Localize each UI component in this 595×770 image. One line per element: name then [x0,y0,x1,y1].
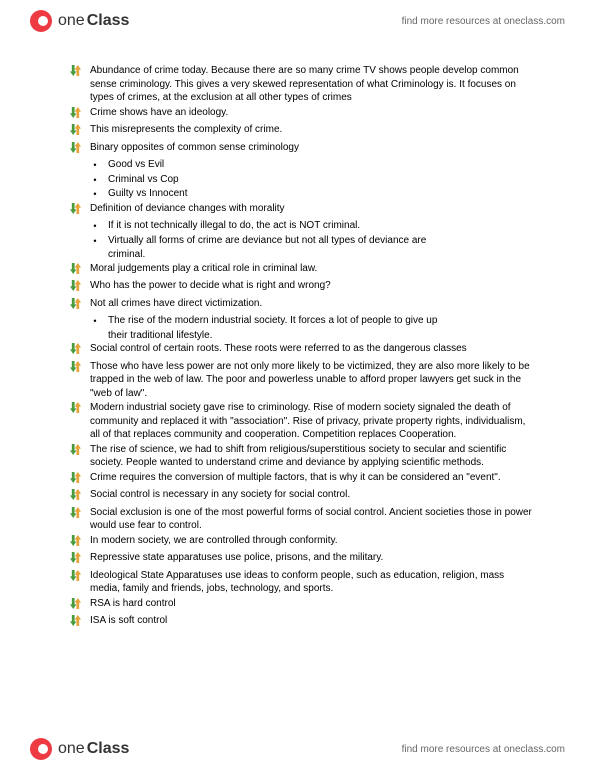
list-item-text: Criminal vs Cop [108,173,535,187]
list-item: • Guilty vs Innocent [70,187,535,201]
list-item: • Good vs Evil [70,158,535,172]
arrow-bullet-icon [70,507,84,523]
list-item-text: Crime requires the conversion of multipl… [90,471,535,485]
arrow-bullet-icon [70,472,84,488]
list-item-continuation: their traditional lifestyle. [108,329,535,343]
logo-text-one: one [58,740,85,758]
list-item: Social control of certain roots. These r… [70,342,535,359]
list-item: Not all crimes have direct victimization… [70,297,535,314]
list-item-text: Ideological State Apparatuses use ideas … [90,569,535,596]
arrow-bullet-icon [70,570,84,586]
list-item: • Virtually all forms of crime are devian… [70,234,535,248]
list-item: Definition of deviance changes with mora… [70,202,535,219]
logo-text-one: one [58,12,85,30]
list-item-text: Social control is necessary in any socie… [90,488,535,502]
list-item: • If it is not technically illegal to do,… [70,219,535,233]
list-item: The rise of science, we had to shift fro… [70,443,535,470]
list-item-text: If it is not technically illegal to do, … [108,219,535,233]
list-item: Modern industrial society gave rise to c… [70,401,535,442]
list-item-text: Those who have less power are not only m… [90,360,535,401]
arrow-bullet-icon [70,142,84,158]
arrow-bullet-icon [70,615,84,631]
list-item-text: Definition of deviance changes with mora… [90,202,535,216]
arrow-bullet-icon [70,489,84,505]
list-item-text: Guilty vs Innocent [108,187,535,201]
list-item-text: Social control of certain roots. These r… [90,342,535,356]
list-item: Social exclusion is one of the most powe… [70,506,535,533]
list-item: Binary opposites of common sense crimino… [70,141,535,158]
footer: oneClass find more resources at oneclass… [0,730,595,770]
logo-text-class: Class [87,740,130,758]
header: oneClass find more resources at oneclass… [0,0,595,40]
list-item-text: Moral judgements play a critical role in… [90,262,535,276]
list-item-text: RSA is hard control [90,597,535,611]
list-item: Ideological State Apparatuses use ideas … [70,569,535,596]
arrow-bullet-icon [70,124,84,140]
dot-bullet-icon: • [88,315,102,327]
list-item-text: Modern industrial society gave rise to c… [90,401,535,442]
dot-bullet-icon: • [88,188,102,200]
header-resources-link[interactable]: find more resources at oneclass.com [402,16,565,27]
list-item: Repressive state apparatuses use police,… [70,551,535,568]
logo-mark-icon [30,10,52,32]
arrow-bullet-icon [70,107,84,123]
arrow-bullet-icon [70,552,84,568]
list-item-text: The rise of the modern industrial societ… [108,314,535,328]
arrow-bullet-icon [70,263,84,279]
dot-bullet-icon: • [88,159,102,171]
list-item-text: In modern society, we are controlled thr… [90,534,535,548]
arrow-bullet-icon [70,598,84,614]
arrow-bullet-icon [70,65,84,81]
list-item-text: Virtually all forms of crime are devianc… [108,234,535,248]
list-item-text: Crime shows have an ideology. [90,106,535,120]
logo-text-class: Class [87,12,130,30]
list-item-continuation: criminal. [108,248,535,262]
list-item: • Criminal vs Cop [70,173,535,187]
arrow-bullet-icon [70,402,84,418]
list-item: In modern society, we are controlled thr… [70,534,535,551]
list-item: Moral judgements play a critical role in… [70,262,535,279]
logo: oneClass [30,10,129,32]
arrow-bullet-icon [70,535,84,551]
list-item-text: Abundance of crime today. Because there … [90,64,535,105]
footer-resources-link[interactable]: find more resources at oneclass.com [402,744,565,755]
list-item: Social control is necessary in any socie… [70,488,535,505]
list-item: Those who have less power are not only m… [70,360,535,401]
arrow-bullet-icon [70,203,84,219]
list-item-text: Not all crimes have direct victimization… [90,297,535,311]
list-item-text: Good vs Evil [108,158,535,172]
arrow-bullet-icon [70,298,84,314]
list-item-text: ISA is soft control [90,614,535,628]
notes-content: Abundance of crime today. Because there … [0,40,595,631]
list-item-text: Binary opposites of common sense crimino… [90,141,535,155]
dot-bullet-icon: • [88,220,102,232]
list-item-text: This misrepresents the complexity of cri… [90,123,535,137]
dot-bullet-icon: • [88,235,102,247]
list-item-text: Social exclusion is one of the most powe… [90,506,535,533]
list-item: Crime shows have an ideology. [70,106,535,123]
list-item-text: Who has the power to decide what is righ… [90,279,535,293]
footer-logo: oneClass [30,738,129,760]
list-item-text: The rise of science, we had to shift fro… [90,443,535,470]
arrow-bullet-icon [70,280,84,296]
list-item: Who has the power to decide what is righ… [70,279,535,296]
list-item: Abundance of crime today. Because there … [70,64,535,105]
arrow-bullet-icon [70,444,84,460]
arrow-bullet-icon [70,361,84,377]
list-item: RSA is hard control [70,597,535,614]
list-item: ISA is soft control [70,614,535,631]
arrow-bullet-icon [70,343,84,359]
list-item: • The rise of the modern industrial socie… [70,314,535,328]
logo-mark-icon [30,738,52,760]
list-item: This misrepresents the complexity of cri… [70,123,535,140]
dot-bullet-icon: • [88,174,102,186]
list-item-text: Repressive state apparatuses use police,… [90,551,535,565]
list-item: Crime requires the conversion of multipl… [70,471,535,488]
